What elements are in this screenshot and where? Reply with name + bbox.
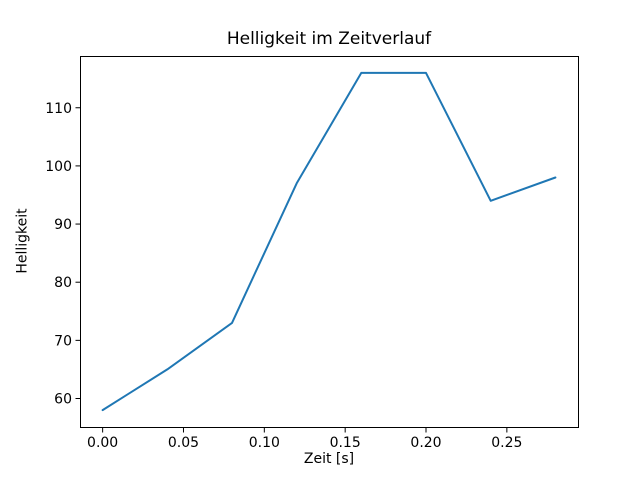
x-tick-label: 0.20: [410, 435, 441, 451]
x-tick-label: 0.25: [491, 435, 522, 451]
y-axis-label: Helligkeit: [14, 208, 31, 274]
y-tick-label: 110: [45, 101, 72, 117]
x-axis-label: Zeit [s]: [303, 451, 355, 467]
x-tick-label: 0.05: [168, 435, 199, 451]
y-tick-label: 80: [54, 275, 72, 291]
y-tick-label: 100: [45, 159, 72, 175]
axes-box: [80, 56, 579, 428]
y-tick-label: 90: [54, 217, 72, 233]
y-tick-label: 70: [54, 333, 72, 349]
x-tick-label: 0.15: [330, 435, 361, 451]
x-tick-label: 0.00: [87, 435, 118, 451]
data-line: [101, 71, 557, 412]
y-tick-label: 60: [54, 392, 72, 408]
x-tick-label: 0.10: [249, 435, 280, 451]
chart-title: Helligkeit im Zeitverlauf: [226, 29, 432, 49]
